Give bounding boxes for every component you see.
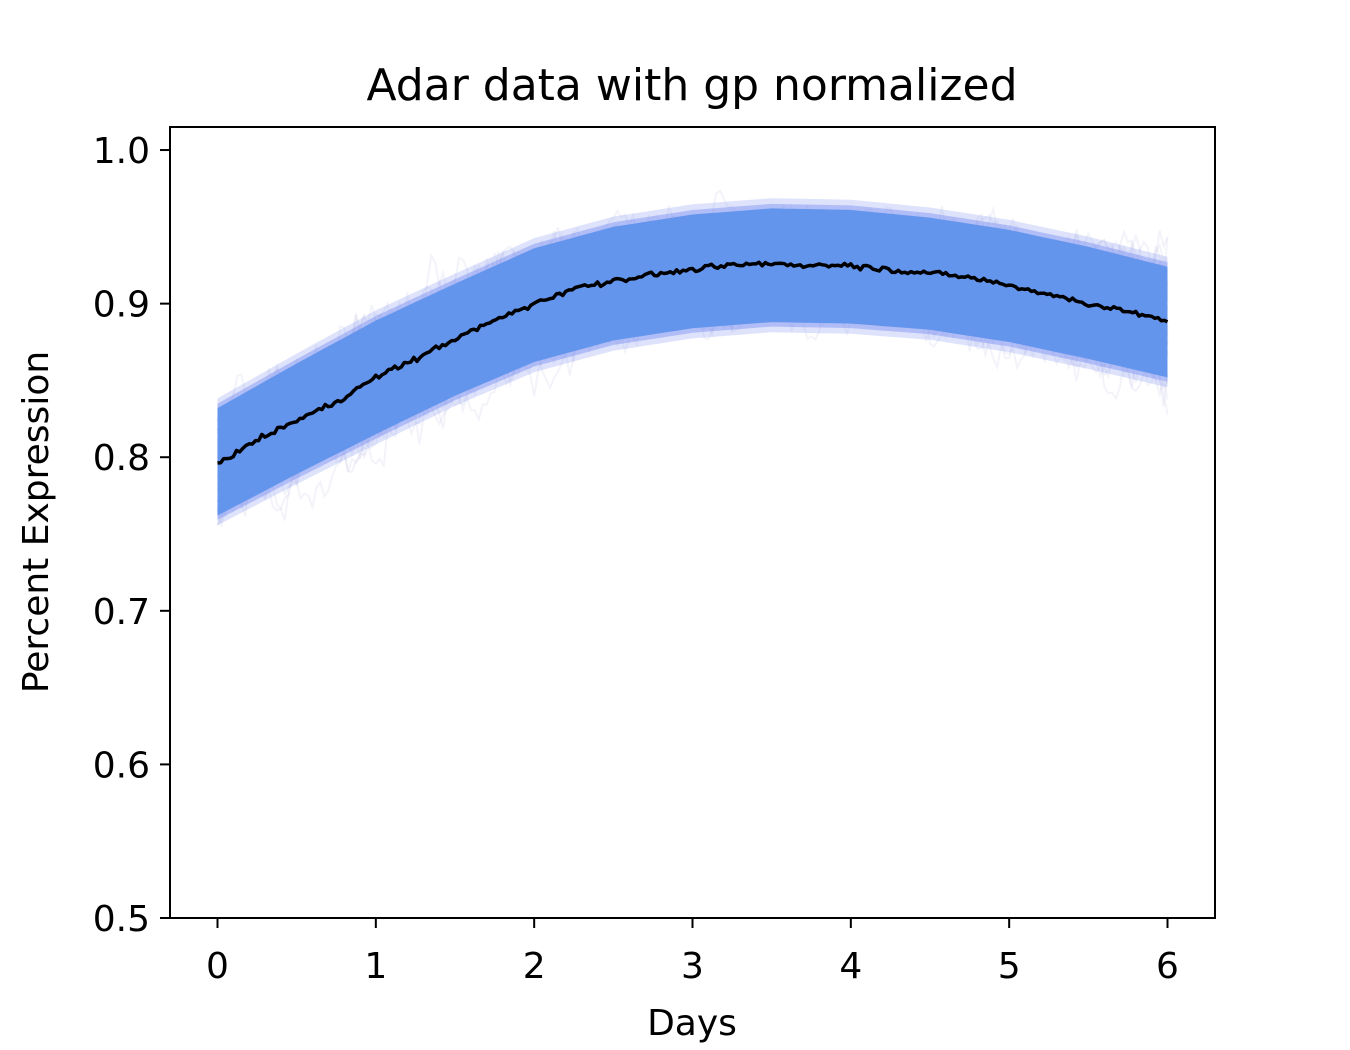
y-tick-label: 1.0 — [93, 131, 150, 172]
mean-line — [217, 260, 1169, 465]
y-tick-label: 0.8 — [93, 438, 150, 479]
y-tick-label: 0.5 — [93, 899, 150, 940]
y-tick-label: 0.6 — [93, 745, 150, 786]
y-tick-label: 0.7 — [93, 592, 150, 633]
mean-line-group — [217, 260, 1169, 465]
chart-title: Adar data with gp normalized — [366, 60, 1017, 111]
x-tick-label: 4 — [839, 946, 862, 987]
y-axis-ticks: 0.5 0.6 0.7 0.8 0.9 1.0 — [93, 131, 170, 940]
x-tick-label: 1 — [364, 946, 387, 987]
x-tick-label: 6 — [1156, 946, 1179, 987]
x-tick-label: 0 — [206, 946, 229, 987]
x-tick-label: 2 — [523, 946, 546, 987]
y-tick-label: 0.9 — [93, 285, 150, 326]
plot-area — [216, 189, 1169, 527]
x-axis-label: Days — [647, 1003, 737, 1044]
x-tick-label: 5 — [998, 946, 1021, 987]
y-axis-label: Percent Expression — [16, 351, 57, 693]
x-tick-label: 3 — [681, 946, 704, 987]
sample-band — [217, 198, 1168, 526]
sample-band-layer — [217, 208, 1168, 516]
x-axis-ticks: 0 1 2 3 4 5 6 — [206, 918, 1179, 987]
